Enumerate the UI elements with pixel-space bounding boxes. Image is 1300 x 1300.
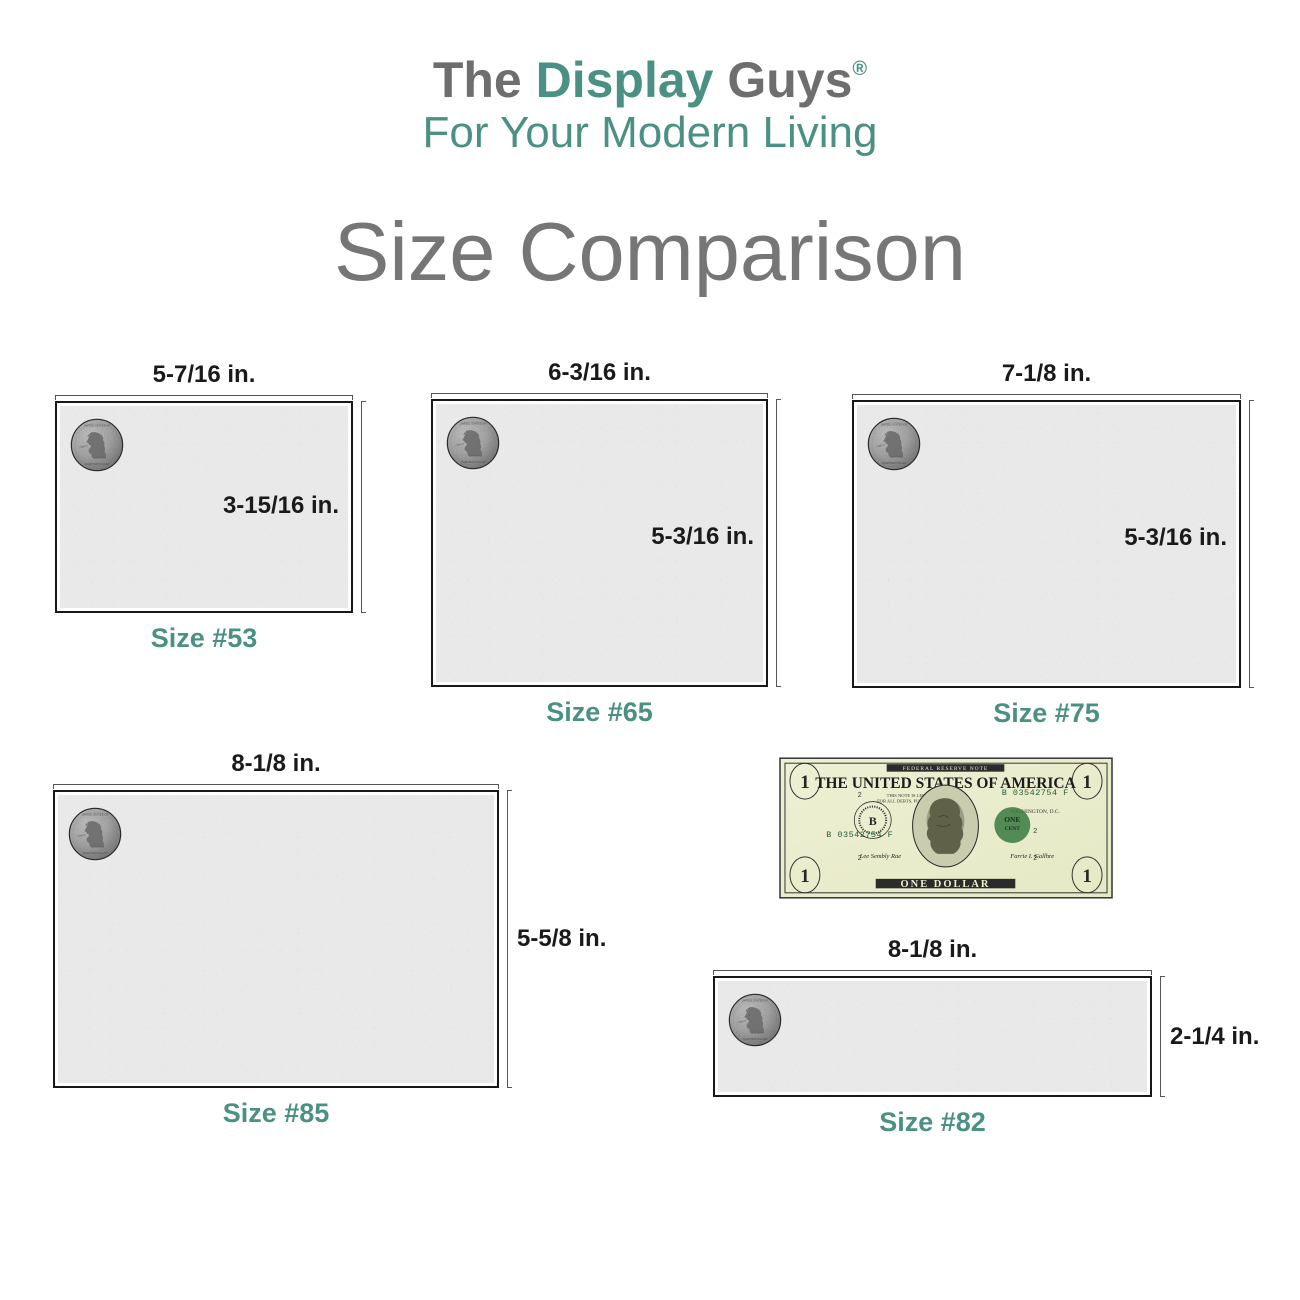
svg-text:QUARTER DOLLAR: QUARTER DOLLAR — [83, 851, 108, 855]
svg-text:ONE: ONE — [1004, 815, 1020, 824]
svg-text:UNITED STATES OF: UNITED STATES OF — [742, 999, 769, 1003]
svg-text:QUARTER DOLLAR: QUARTER DOLLAR — [461, 460, 486, 464]
svg-text:1: 1 — [1082, 772, 1091, 793]
svg-text:QUARTER DOLLAR: QUARTER DOLLAR — [882, 461, 907, 465]
svg-text:UNITED STATES OF: UNITED STATES OF — [460, 422, 487, 426]
svg-text:FEDERAL RESERVE NOTE: FEDERAL RESERVE NOTE — [903, 766, 989, 772]
svg-text:B: B — [869, 814, 877, 828]
svg-text:QUARTER DOLLAR: QUARTER DOLLAR — [85, 462, 110, 466]
svg-text:UNITED STATES OF: UNITED STATES OF — [84, 424, 111, 428]
svg-text:UNITED STATES OF: UNITED STATES OF — [881, 423, 908, 427]
svg-text:Farrie I. Gallhre: Farrie I. Gallhre — [1009, 853, 1054, 860]
svg-text:CENT: CENT — [1005, 826, 1021, 832]
svg-text:2: 2 — [1033, 828, 1037, 835]
svg-text:UNITED STATES OF: UNITED STATES OF — [82, 813, 109, 817]
svg-text:Lee Sembly Rae: Lee Sembly Rae — [859, 853, 901, 860]
svg-text:1: 1 — [800, 866, 809, 887]
svg-text:QUARTER DOLLAR: QUARTER DOLLAR — [743, 1037, 768, 1041]
svg-text:ONE DOLLAR: ONE DOLLAR — [901, 879, 991, 890]
svg-text:1: 1 — [1082, 866, 1091, 887]
svg-text:B 03542754 F: B 03542754 F — [826, 830, 893, 840]
svg-text:B 03542754 F: B 03542754 F — [1002, 788, 1069, 798]
svg-text:2: 2 — [858, 792, 862, 799]
svg-text:1: 1 — [800, 772, 809, 793]
